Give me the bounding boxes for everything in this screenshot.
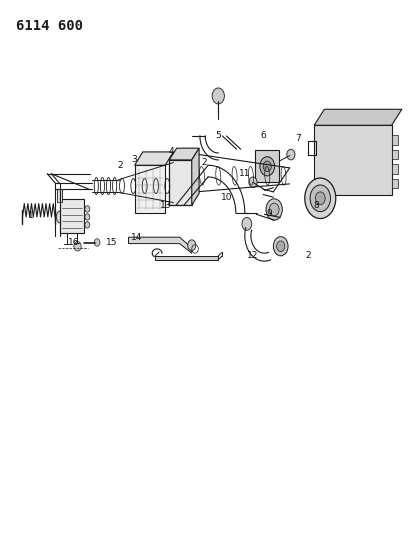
- Polygon shape: [129, 237, 192, 253]
- Circle shape: [260, 157, 275, 176]
- Circle shape: [56, 211, 66, 223]
- Circle shape: [266, 199, 282, 220]
- Bar: [57, 189, 62, 202]
- Circle shape: [94, 239, 100, 246]
- Text: 4: 4: [169, 148, 174, 156]
- Text: 1: 1: [28, 212, 33, 220]
- Circle shape: [287, 149, 295, 160]
- Text: 15: 15: [106, 238, 118, 247]
- Text: 13: 13: [160, 201, 171, 209]
- Circle shape: [212, 88, 224, 104]
- Text: 2: 2: [118, 161, 123, 169]
- Text: 11: 11: [239, 169, 251, 177]
- Text: 14: 14: [131, 233, 142, 241]
- Circle shape: [315, 192, 325, 205]
- Text: 3: 3: [132, 156, 137, 164]
- Circle shape: [85, 222, 90, 228]
- Circle shape: [188, 240, 196, 251]
- Circle shape: [85, 214, 90, 220]
- Text: 12: 12: [247, 252, 259, 260]
- Bar: [169, 160, 192, 205]
- Text: 5: 5: [215, 132, 221, 140]
- Circle shape: [273, 237, 288, 256]
- Polygon shape: [314, 109, 402, 125]
- Circle shape: [74, 241, 81, 251]
- Polygon shape: [169, 148, 199, 160]
- Circle shape: [85, 206, 90, 212]
- Text: 2: 2: [305, 252, 311, 260]
- Circle shape: [310, 185, 330, 212]
- Polygon shape: [135, 152, 173, 165]
- Text: 6114 600: 6114 600: [16, 19, 83, 33]
- Bar: [392, 135, 398, 145]
- Text: 2: 2: [201, 158, 207, 167]
- Bar: [135, 165, 165, 213]
- Text: 10: 10: [221, 193, 232, 201]
- Text: 6: 6: [260, 132, 266, 140]
- Text: 7: 7: [295, 134, 301, 143]
- Text: 16: 16: [68, 238, 79, 247]
- Text: 8: 8: [313, 201, 319, 209]
- Circle shape: [305, 178, 336, 219]
- Polygon shape: [192, 148, 199, 205]
- Bar: [314, 125, 392, 195]
- Polygon shape: [155, 256, 218, 260]
- Circle shape: [269, 203, 279, 216]
- Text: 9: 9: [266, 209, 272, 217]
- Circle shape: [277, 241, 285, 252]
- Circle shape: [263, 161, 271, 172]
- Bar: [392, 179, 398, 188]
- Bar: [392, 150, 398, 159]
- Bar: [392, 164, 398, 174]
- Circle shape: [242, 217, 252, 230]
- Bar: [255, 150, 279, 182]
- Bar: [60, 199, 84, 233]
- Circle shape: [249, 177, 257, 188]
